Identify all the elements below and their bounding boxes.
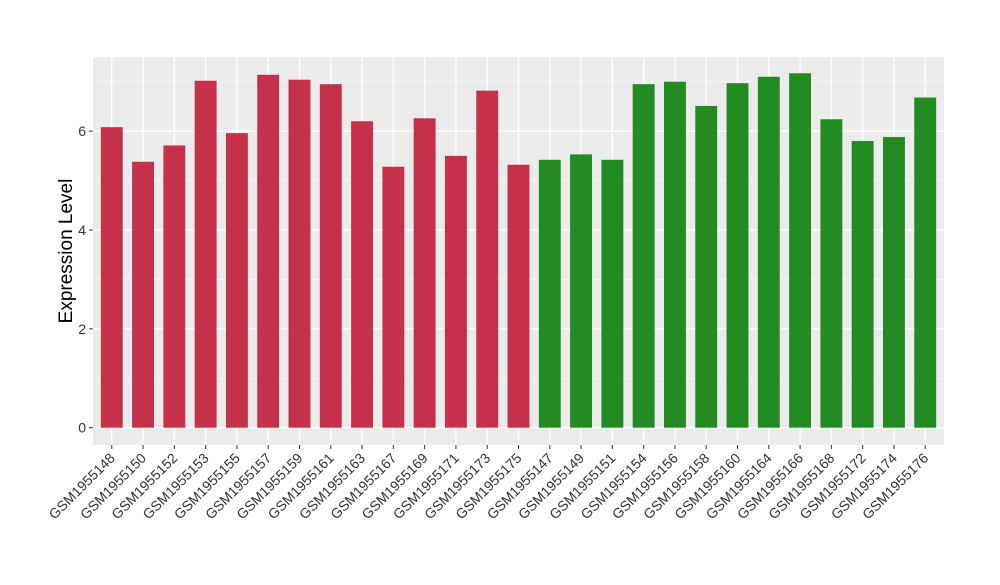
y-tick-label: 4 (78, 222, 86, 238)
bar-GSM1955174 (882, 137, 905, 428)
bar-GSM1955152 (163, 145, 186, 428)
bar-GSM1955160 (726, 83, 749, 428)
bar-GSM1955161 (319, 84, 342, 428)
bar-GSM1955168 (820, 119, 843, 428)
y-axis: 0 2 4 6 (78, 123, 93, 436)
bar-GSM1955171 (444, 155, 467, 428)
bar-GSM1955173 (476, 90, 499, 428)
bar-GSM1955175 (507, 164, 530, 428)
y-tick-label: 2 (78, 321, 86, 337)
bar-GSM1955158 (695, 105, 718, 428)
bar-GSM1955167 (382, 166, 405, 428)
bar-GSM1955164 (757, 76, 780, 428)
bar-GSM1955163 (351, 121, 374, 428)
bar-GSM1955169 (413, 118, 436, 428)
bars-group (100, 73, 937, 428)
y-tick-label: 6 (78, 123, 86, 139)
bar-GSM1955149 (570, 154, 593, 428)
bar-GSM1955155 (225, 133, 248, 428)
bar-GSM1955154 (632, 84, 655, 428)
x-axis: GSM1955148GSM1955150GSM1955152GSM1955153… (45, 445, 931, 522)
bar-GSM1955151 (601, 159, 624, 428)
bar-GSM1955159 (288, 79, 311, 428)
bar-GSM1955147 (538, 159, 561, 428)
bar-GSM1955156 (663, 81, 686, 428)
bar-GSM1955148 (100, 127, 123, 428)
bar-GSM1955150 (132, 161, 155, 428)
y-tick-label: 0 (78, 420, 86, 436)
bar-GSM1955172 (851, 141, 874, 428)
bar-GSM1955166 (789, 73, 812, 428)
bar-GSM1955176 (914, 97, 937, 428)
bar-GSM1955153 (194, 80, 217, 428)
y-axis-label: Expression Level (56, 179, 77, 324)
bar-GSM1955157 (257, 74, 280, 428)
